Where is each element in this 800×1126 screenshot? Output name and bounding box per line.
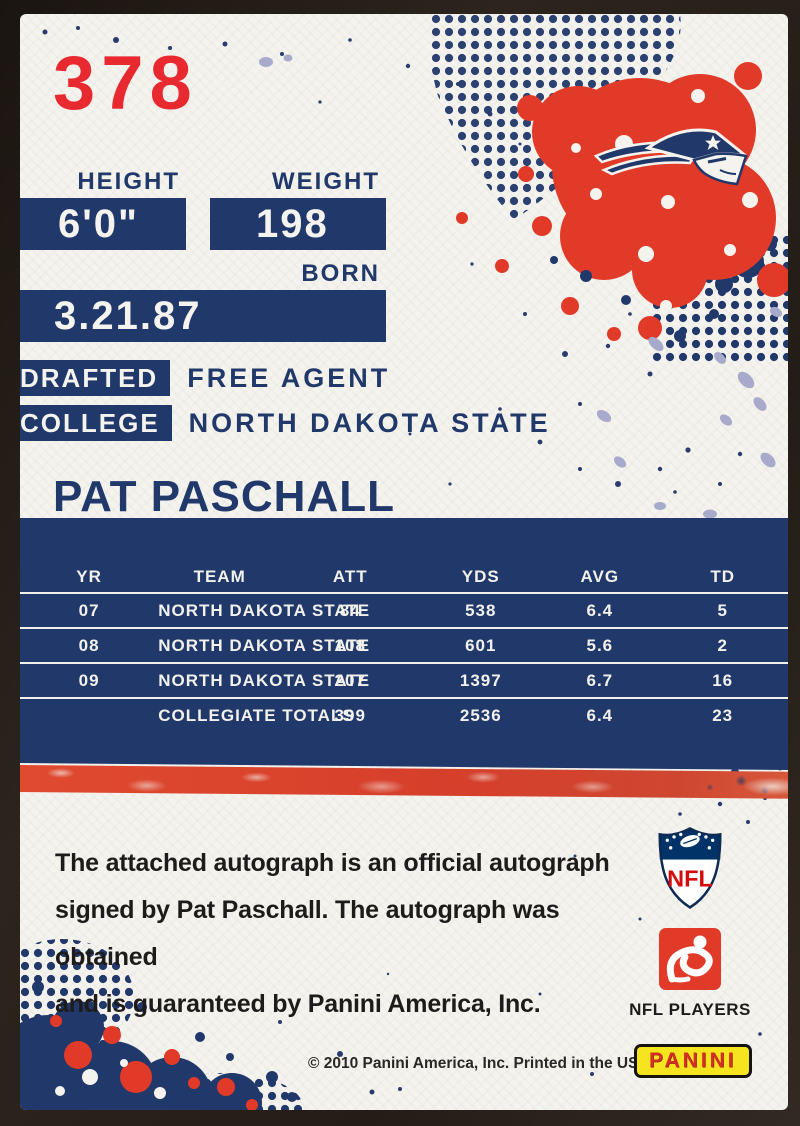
cell-yds: 601 [465,636,497,655]
guarantee-line: signed by Pat Paschall. The autograph wa… [55,896,560,971]
trading-card-back: 378 HEIGHT WEIGHT 6'0" 198 BORN 3.21.87 … [20,14,788,1110]
col-yds: YDS [461,567,500,586]
stats-panel: YR TEAM ATT YDS AVG TD 07 NORTH DAKOTA S… [20,518,788,770]
nflpa-player-icon [658,928,721,990]
player-name: PAT PASCHALL [53,472,395,521]
cell-avg: 6.4 [586,706,614,725]
table-row: 07 NORTH DAKOTA STATE 84 538 6.4 5 [20,594,788,627]
cell-yr: 08 [78,636,100,655]
table-divider [20,592,788,594]
table-divider [20,627,788,629]
guarantee-line: and is guaranteed by Panini America, Inc… [55,990,541,1018]
col-team: TEAM [193,567,246,586]
table-row-totals: COLLEGIATE TOTALS 399 2536 6.4 23 [20,699,788,732]
weight-value: 198 [210,198,386,250]
col-td: TD [710,567,736,586]
red-grunge-stripe [20,765,788,799]
col-att: ATT [332,567,368,586]
cell-team: NORTH DAKOTA STATE [158,671,371,690]
cell-yds: 1397 [459,671,502,690]
weight-label: WEIGHT [272,168,380,195]
cell-team: NORTH DAKOTA STATE [158,601,371,620]
college-label: COLLEGE [20,405,172,441]
cell-yds: 538 [465,601,497,620]
cell-att: 207 [334,671,366,690]
height-label: HEIGHT [77,168,180,195]
cell-td: 2 [717,636,728,655]
height-value: 6'0" [20,198,186,250]
bio-block: HEIGHT WEIGHT 6'0" 198 BORN 3.21.87 DRAF… [20,166,548,441]
panini-logo: PANINI [634,1044,752,1078]
red-splat [456,62,788,341]
table-row: 08 NORTH DAKOTA STATE 108 601 5.6 2 [20,629,788,662]
cell-td: 16 [712,671,734,690]
card-number: 378 [53,41,198,126]
drafted-label: DRAFTED [20,360,171,396]
cell-att: 399 [334,706,366,725]
splatter-top-right [427,14,788,364]
college-value: NORTH DAKOTA STATE [188,407,551,438]
league-logos: NFL NFL PLAYERS [628,826,752,1020]
cell-att: 84 [339,601,361,620]
cell-avg: 6.4 [586,601,614,620]
cell-avg: 5.6 [586,636,614,655]
nfl-shield-text: NFL [667,865,713,891]
cell-att: 108 [334,636,366,655]
born-value: 3.21.87 [20,290,386,342]
cell-yds: 2536 [459,706,502,725]
cell-td: 5 [717,601,728,620]
col-avg: AVG [580,567,620,586]
guarantee-line: The attached autograph is an official au… [55,849,610,877]
guarantee-text: The attached autograph is an official au… [55,840,630,1028]
cell-team: NORTH DAKOTA STATE [158,636,371,655]
cell-td: 23 [712,706,734,725]
table-row: 09 NORTH DAKOTA STATE 207 1397 6.7 16 [20,664,788,697]
drafted-value: FREE AGENT [187,362,391,393]
copyright-text: © 2010 Panini America, Inc. Printed in t… [308,1055,654,1072]
patriots-logo [593,128,748,186]
nflpa-logo: NFL PLAYERS [629,927,751,1020]
cell-team: COLLEGIATE TOTALS [158,706,355,725]
table-divider [20,697,788,699]
col-yr: YR [76,567,102,586]
stats-header-row: YR TEAM ATT YDS AVG TD [20,562,788,592]
cell-avg: 6.7 [586,671,614,690]
table-divider [20,662,788,664]
cell-yr: 09 [78,671,100,690]
nflpa-label: NFL PLAYERS [629,1000,751,1019]
cell-yr [20,699,158,732]
cell-yr: 07 [78,601,100,620]
born-label: BORN [301,260,380,287]
nfl-shield-logo: NFL [658,827,722,909]
